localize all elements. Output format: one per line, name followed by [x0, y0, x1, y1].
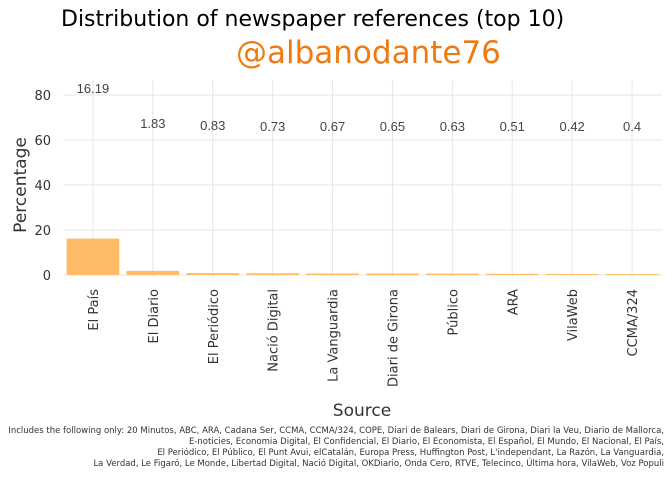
caption-line-2: E-noticies, Economia Digital, El Confide…	[188, 437, 664, 447]
bar	[605, 274, 659, 275]
bar	[485, 273, 539, 275]
caption-line-1: Includes the following only: 20 Minutos,…	[8, 426, 664, 436]
bar-value-label: 0.51	[500, 119, 525, 134]
x-tick-label: Diari de Girona	[386, 289, 401, 387]
y-tick-label: 80	[34, 89, 51, 104]
y-tick-label: 40	[34, 179, 51, 194]
y-tick-label: 20	[34, 224, 51, 239]
chart-title: Distribution of newspaper references (to…	[61, 7, 565, 32]
y-tick-label: 0	[43, 269, 51, 284]
bar	[306, 273, 359, 275]
bar-value-label: 0.63	[440, 119, 465, 134]
grid-layer	[63, 80, 662, 277]
bar	[66, 238, 120, 275]
bar	[545, 274, 599, 275]
x-tick-label: Nació Digital	[267, 289, 282, 372]
bar-value-label: 0.73	[260, 119, 285, 134]
chart-subtitle: @albanodante76	[236, 35, 501, 71]
y-tick-layer: 0 20 40 60 80	[34, 89, 51, 284]
bar	[246, 273, 300, 275]
caption-line-4: La Verdad, Le Figaró, Le Monde, Libertad…	[93, 459, 664, 469]
x-tick-label: El Periódico	[207, 289, 222, 364]
x-tick-label: ARA	[506, 289, 521, 315]
x-tick-label: El País	[87, 289, 102, 331]
value-label-layer: 16.19 1.83 0.83 0.73 0.67 0.65 0.63 0.51 0.42 0.4	[77, 81, 641, 134]
x-axis-title: Source	[333, 401, 391, 421]
bar-value-label: 0.4	[623, 119, 641, 134]
x-tick-label: El Diario	[147, 289, 162, 344]
x-tick-label: VilaWeb	[566, 289, 581, 341]
x-tick-label: Público	[446, 289, 461, 335]
bar-value-label: 0.65	[380, 119, 405, 134]
bar-value-label: 0.67	[320, 119, 345, 134]
bar	[366, 273, 419, 275]
bar-value-label: 16.19	[77, 81, 110, 96]
x-tick-layer: El País El Diario El Periódico Nació Digita…	[87, 289, 641, 387]
bar	[186, 273, 240, 275]
caption-line-3: El Periódico, El Público, El Punt Avui, …	[157, 448, 664, 458]
x-tick-label: La Vanguardia	[327, 289, 342, 382]
bar-value-label: 1.83	[140, 116, 165, 131]
x-tick-label: CCMA/324	[626, 289, 641, 356]
bar-value-label: 0.83	[200, 118, 225, 133]
y-tick-label: 60	[34, 134, 51, 149]
bar-value-label: 0.42	[559, 119, 584, 134]
bar	[425, 273, 479, 275]
bar-layer	[66, 238, 659, 275]
y-axis-title: Percentage	[11, 137, 31, 233]
bar	[126, 270, 180, 275]
